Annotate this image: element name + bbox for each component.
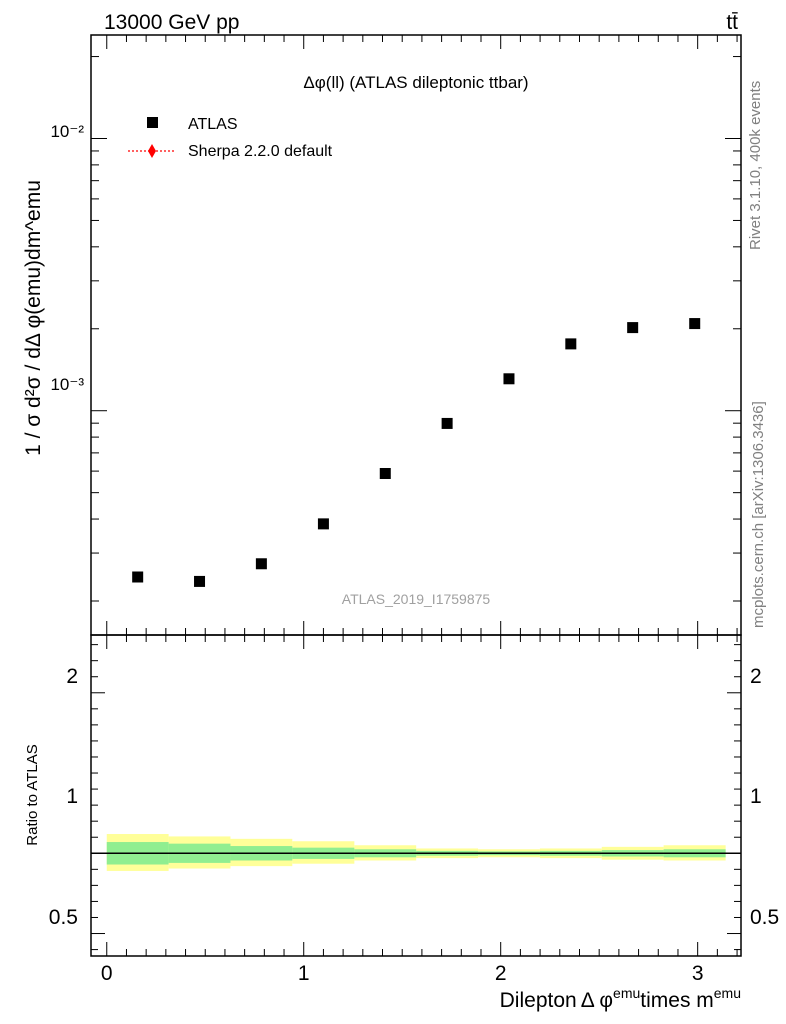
ratio-ytick-right-1: 1 [750, 785, 762, 808]
data-point [132, 571, 144, 583]
xlabel-emu-sup-1: emu [613, 985, 640, 1001]
data-point [627, 322, 639, 334]
header-left: 13000 GeV pp [104, 11, 239, 34]
legend-atlas-marker [147, 117, 158, 128]
x-tick-label: 0 [101, 962, 113, 985]
x-axis-label: Dilepton Δ φemutimes memu [500, 985, 741, 1012]
mcplots-label: mcplots.cern.ch [arXiv:1306.3436] [750, 401, 767, 628]
main-title: Δφ(ll) (ATLAS dileptonic ttbar) [303, 73, 528, 92]
main-ylabel-text: 1 / σ d²σ / dΔ φ(emu)dm^emu [22, 180, 45, 456]
data-point [255, 558, 267, 570]
main-ytick-1e-3: 10⁻³ [50, 375, 84, 394]
ratio-ylabel: Ratio to ATLAS [24, 744, 41, 845]
x-tick-label: 3 [692, 962, 704, 985]
x-tick-label: 1 [298, 962, 310, 985]
x-tick-labels: 0 1 2 3 [101, 962, 704, 985]
ratio-ytick-left-05: 0.5 [49, 906, 78, 929]
legend: ATLAS Sherpa 2.2.0 default [128, 116, 333, 160]
ratio-bands [106, 834, 726, 871]
analysis-watermark: ATLAS_2019_I1759875 [342, 591, 491, 607]
data-point [441, 417, 453, 429]
ratio-frame [90, 634, 742, 957]
xlabel-phi: Δ φ [581, 989, 613, 1012]
legend-atlas-label: ATLAS [188, 116, 238, 133]
x-tick-label: 2 [495, 962, 507, 985]
legend-sherpa-marker [148, 144, 156, 158]
data-point [689, 318, 701, 330]
atlas-data-points [132, 318, 701, 587]
data-point [317, 518, 329, 530]
xlabel-emu-sup-2: emu [714, 985, 741, 1001]
ratio-ytick-right-2: 2 [750, 665, 762, 688]
ratio-ytick-right-05: 0.5 [750, 906, 779, 929]
data-point [565, 338, 577, 350]
header-right: tt̄ [726, 11, 738, 34]
main-panel: Δφ(ll) (ATLAS dileptonic ttbar) ATLAS_20… [22, 34, 742, 636]
ratio-ytick-left-2: 2 [66, 665, 78, 688]
ratio-panel: Ratio to ATLAS 2 1 0.5 2 1 0.5 0 1 2 3 Dile… [24, 634, 779, 1012]
ratio-ytick-left-1: 1 [66, 785, 78, 808]
main-axis-ticks [91, 35, 741, 635]
rivet-label: Rivet 3.1.10, 400k events [747, 81, 764, 250]
xlabel-main: Dilepton [500, 989, 577, 1012]
data-point [194, 575, 206, 587]
main-ylabel: 1 / σ d²σ / dΔ φ(emu)dm^emu [22, 180, 45, 456]
data-point [379, 467, 391, 479]
main-ytick-1e-2: 10⁻² [50, 122, 84, 141]
ratio-axis-ticks [91, 635, 741, 956]
xlabel-times: times m [640, 989, 714, 1012]
legend-sherpa-label: Sherpa 2.2.0 default [188, 143, 333, 160]
data-point [503, 373, 515, 385]
